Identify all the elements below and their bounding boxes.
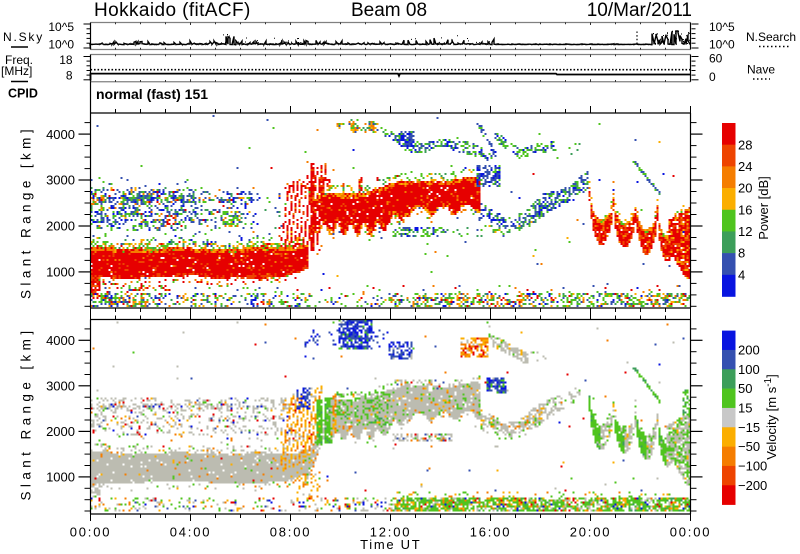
svg-text:10^5: 10^5 [709, 20, 735, 34]
svg-text:Velocity [m s-1]: Velocity [m s-1] [763, 374, 779, 460]
svg-text:Beam 08: Beam 08 [351, 0, 427, 21]
svg-text:Time UT: Time UT [360, 537, 421, 552]
svg-text:20: 20 [738, 181, 752, 196]
svg-text:100: 100 [738, 362, 760, 377]
svg-text:Slant Range [km]: Slant Range [km] [19, 327, 34, 501]
svg-text:00:00: 00:00 [70, 525, 112, 540]
svg-text:16: 16 [738, 202, 752, 217]
svg-text:Hokkaido (fitACF): Hokkaido (fitACF) [94, 0, 251, 21]
svg-text:[MHz]: [MHz] [1, 64, 32, 78]
svg-text:15: 15 [738, 401, 752, 416]
svg-text:0: 0 [709, 70, 716, 84]
svg-text:18: 18 [59, 53, 73, 67]
svg-text:1000: 1000 [46, 265, 75, 280]
svg-text:CPID: CPID [8, 87, 38, 101]
svg-text:3000: 3000 [46, 379, 75, 394]
svg-text:10^0: 10^0 [48, 38, 74, 52]
svg-text:10^5: 10^5 [48, 20, 74, 34]
svg-text:4000: 4000 [46, 127, 75, 142]
svg-text:60: 60 [709, 52, 723, 66]
svg-text:Power [dB]: Power [dB] [756, 176, 771, 240]
svg-text:4: 4 [738, 267, 745, 282]
svg-text:N.Sky: N.Sky [3, 30, 44, 44]
svg-text:Slant Range [km]: Slant Range [km] [19, 125, 34, 299]
svg-text:−200: −200 [738, 478, 767, 493]
svg-text:−50: −50 [738, 439, 760, 454]
svg-text:normal (fast) 151: normal (fast) 151 [96, 86, 208, 102]
svg-text:04:00: 04:00 [170, 525, 212, 540]
svg-text:Nave: Nave [747, 63, 775, 77]
svg-text:28: 28 [738, 137, 752, 152]
svg-text:8: 8 [66, 69, 73, 83]
svg-text:4000: 4000 [46, 333, 75, 348]
svg-text:00:00: 00:00 [670, 525, 712, 540]
svg-text:N.Search: N.Search [746, 30, 796, 44]
svg-text:12:00: 12:00 [370, 525, 412, 540]
svg-text:24: 24 [738, 159, 752, 174]
svg-text:10^0: 10^0 [709, 38, 735, 52]
svg-text:8: 8 [738, 246, 745, 261]
svg-text:3000: 3000 [46, 173, 75, 188]
svg-text:08:00: 08:00 [270, 525, 312, 540]
svg-text:50: 50 [738, 381, 752, 396]
svg-text:200: 200 [738, 343, 760, 358]
svg-text:2000: 2000 [46, 424, 75, 439]
svg-text:20:00: 20:00 [570, 525, 612, 540]
svg-text:Freq.: Freq. [5, 53, 33, 67]
svg-text:16:00: 16:00 [470, 525, 512, 540]
svg-text:1000: 1000 [46, 470, 75, 485]
svg-text:−15: −15 [738, 420, 760, 435]
svg-text:10/Mar/2011: 10/Mar/2011 [587, 0, 692, 21]
svg-text:12: 12 [738, 224, 752, 239]
svg-text:−100: −100 [738, 459, 767, 474]
svg-text:2000: 2000 [46, 219, 75, 234]
